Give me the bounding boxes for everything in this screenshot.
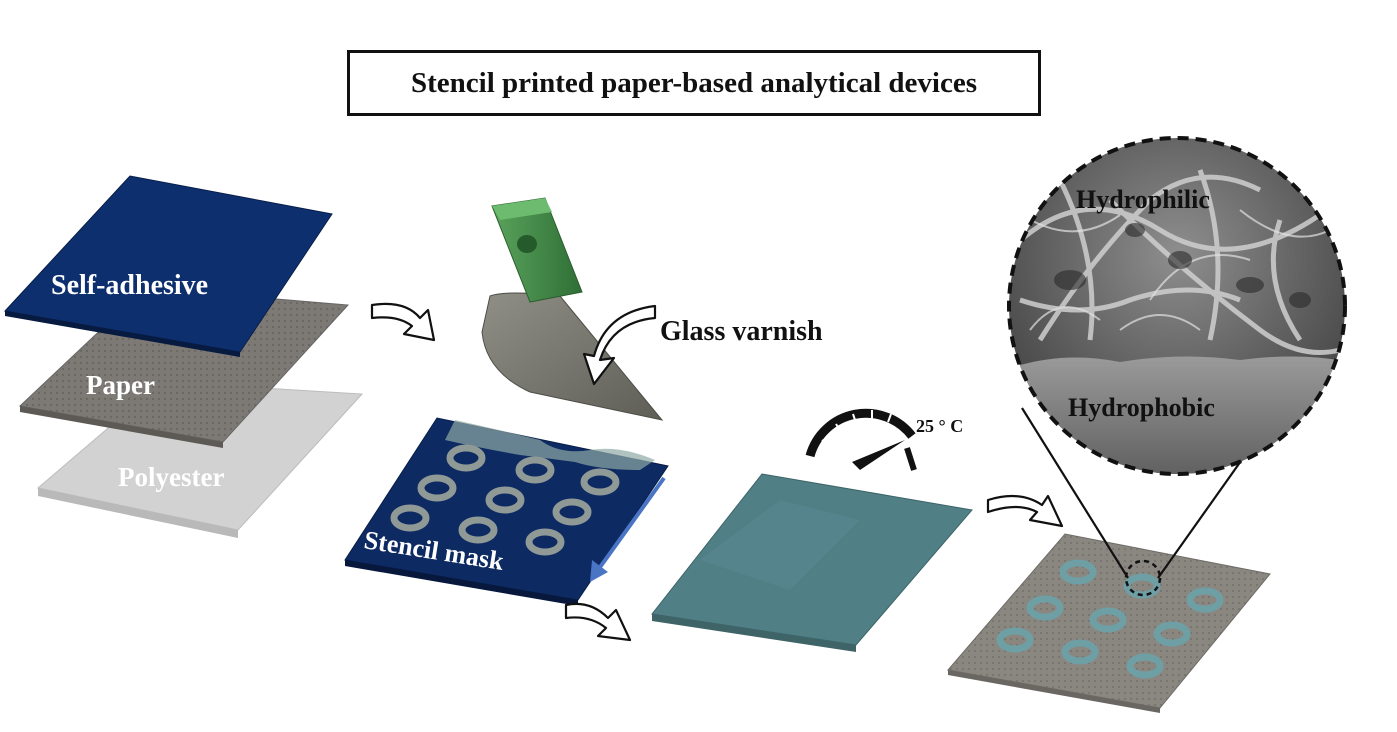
zoom-marker	[1124, 559, 1162, 597]
temperature-gauge-icon	[805, 408, 917, 471]
title-box: Stencil printed paper-based analytical d…	[347, 50, 1041, 116]
label-paper: Paper	[86, 370, 155, 400]
final-paper-device	[947, 533, 1271, 713]
label-temperature: 25 ° C	[916, 416, 963, 436]
label-polyester: Polyester	[118, 462, 224, 492]
process-arrow-1	[370, 302, 436, 342]
label-hydrophilic: Hydrophilic	[1076, 185, 1210, 214]
print-direction-arrow	[590, 476, 666, 582]
varnished-sheet	[651, 473, 973, 652]
label-self-adhesive: Self-adhesive	[51, 270, 208, 301]
hydrophilic-zones	[996, 559, 1224, 679]
label-hydrophobic: Hydrophobic	[1068, 393, 1215, 422]
sem-circle-border	[1007, 136, 1347, 476]
glass-varnish-arrow	[582, 304, 657, 386]
label-glass-varnish: Glass varnish	[660, 316, 823, 347]
process-arrow-2	[564, 602, 632, 642]
self-adhesive-layer	[4, 175, 333, 357]
figure-title: Stencil printed paper-based analytical d…	[410, 66, 978, 99]
stencil-rings	[390, 444, 620, 556]
squeegee	[481, 197, 664, 421]
process-arrow-3	[986, 494, 1064, 528]
